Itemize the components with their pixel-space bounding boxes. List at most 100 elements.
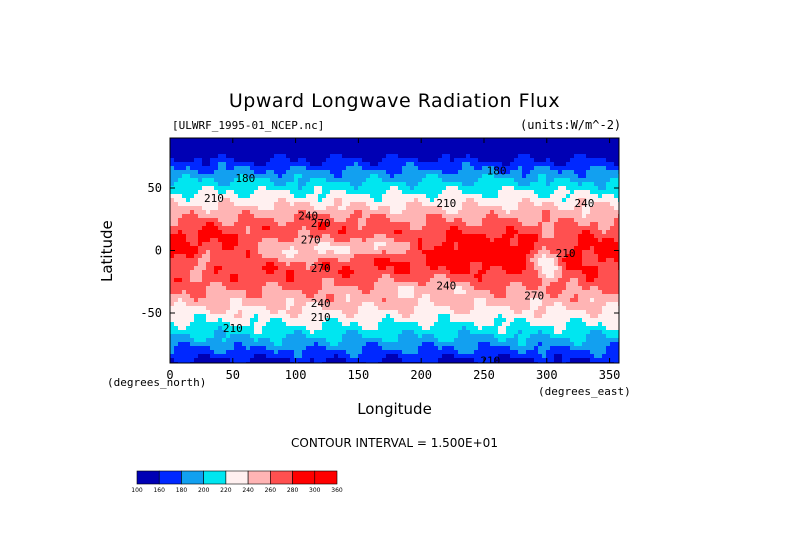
heatmap-cell-801 [210, 166, 214, 170]
heatmap-cell-3953 [614, 274, 618, 278]
heatmap-cell-3755 [274, 270, 278, 274]
heatmap-cell-1942 [254, 206, 258, 210]
heatmap-cell-2990 [378, 242, 382, 246]
heatmap-cell-3347 [450, 254, 454, 258]
heatmap-cell-3253 [526, 250, 530, 254]
heatmap-cell-2311 [374, 218, 378, 222]
heatmap-cell-1908 [570, 202, 574, 206]
heatmap-cell-2384 [214, 222, 218, 226]
heatmap-cell-2925 [570, 238, 574, 242]
heatmap-cell-3493 [582, 258, 586, 262]
heatmap-cell-519 [438, 154, 442, 158]
heatmap-cell-2897 [458, 238, 462, 242]
heatmap-cell-3078 [278, 246, 282, 250]
heatmap-cell-4758 [218, 306, 222, 310]
heatmap-cell-4611 [534, 298, 538, 302]
heatmap-cell-1489 [250, 190, 254, 194]
heatmap-cell-665 [570, 158, 574, 162]
heatmap-cell-4613 [542, 298, 546, 302]
heatmap-cell-3222 [402, 250, 406, 254]
heatmap-cell-4915 [394, 310, 398, 314]
heatmap-cell-1125 [602, 174, 606, 178]
heatmap-cell-1883 [470, 202, 474, 206]
heatmap-cell-4825 [486, 306, 490, 310]
heatmap-cell-1412 [394, 186, 398, 190]
heatmap-cell-791 [170, 166, 174, 170]
heatmap-cell-1815 [198, 202, 202, 206]
heatmap-cell-1985 [426, 206, 430, 210]
heatmap-cell-4429 [258, 294, 262, 298]
heatmap-cell-3358 [494, 254, 498, 258]
heatmap-cell-3546 [342, 262, 346, 266]
heatmap-cell-4173 [590, 282, 594, 286]
heatmap-cell-3277 [170, 254, 174, 258]
heatmap-cell-2604 [190, 230, 194, 234]
heatmap-cell-3677 [414, 266, 418, 270]
heatmap-cell-822 [294, 166, 298, 170]
heatmap-cell-4460 [382, 294, 386, 298]
heatmap-cell-2605 [194, 230, 198, 234]
heatmap-cell-2913 [522, 238, 526, 242]
heatmap-cell-1710 [230, 198, 234, 202]
heatmap-cell-1833 [270, 202, 274, 206]
heatmap-cell-1297 [386, 182, 390, 186]
heatmap-cell-3635 [246, 266, 250, 270]
heatmap-cell-1127 [610, 174, 614, 178]
heatmap-cell-4866 [198, 310, 202, 314]
heatmap-cell-2075 [334, 210, 338, 214]
heatmap-cell-1943 [258, 206, 262, 210]
heatmap-cell-516 [426, 154, 430, 158]
heatmap-cell-2981 [342, 242, 346, 246]
heatmap-cell-3742 [222, 270, 226, 274]
heatmap-cell-3191 [278, 250, 282, 254]
heatmap-cell-329 [582, 146, 586, 150]
heatmap-cell-6 [194, 138, 198, 142]
heatmap-cell-4901 [338, 310, 342, 314]
heatmap-cell-278 [378, 146, 382, 150]
heatmap-cell-3739 [210, 270, 214, 274]
heatmap-cell-4462 [390, 294, 394, 298]
heatmap-cell-2406 [302, 222, 306, 226]
heatmap-cell-622 [398, 158, 402, 162]
heatmap-cell-563 [614, 154, 618, 158]
heatmap-cell-1514 [350, 190, 354, 194]
heatmap-cell-3370 [542, 254, 546, 258]
heatmap-cell-4610 [530, 298, 534, 302]
heatmap-cell-4737 [586, 302, 590, 306]
heatmap-cell-2450 [478, 222, 482, 226]
heatmap-cell-4069 [174, 282, 178, 286]
heatmap-cell-4221 [330, 286, 334, 290]
heatmap-cell-2906 [494, 238, 498, 242]
heatmap-cell-438 [566, 150, 570, 154]
heatmap-cell-39 [326, 138, 330, 142]
heatmap-cell-2262 [178, 218, 182, 222]
heatmap-cell-4520 [170, 298, 174, 302]
heatmap-cell-1619 [318, 194, 322, 198]
heatmap-cell-739 [414, 162, 418, 166]
heatmap-cell-4543 [262, 298, 266, 302]
heatmap-cell-109 [606, 138, 610, 142]
heatmap-cell-3673 [398, 266, 402, 270]
heatmap-cell-1133 [182, 178, 186, 182]
heatmap-cell-1539 [450, 190, 454, 194]
heatmap-cell-124 [214, 142, 218, 146]
heatmap-cell-4618 [562, 298, 566, 302]
heatmap-cell-1571 [578, 190, 582, 194]
heatmap-cell-842 [374, 166, 378, 170]
heatmap-cell-246 [250, 146, 254, 150]
heatmap-cell-193 [490, 142, 494, 146]
heatmap-cell-957 [382, 170, 386, 174]
heatmap-cell-2663 [426, 230, 430, 234]
heatmap-cell-3185 [254, 250, 258, 254]
heatmap-cell-2268 [202, 218, 206, 222]
heatmap-cell-3515 [218, 262, 222, 266]
heatmap-cell-589 [266, 158, 270, 162]
heatmap-cell-2083 [366, 210, 370, 214]
heatmap-cell-1057 [330, 174, 334, 178]
heatmap-cell-4736 [582, 302, 586, 306]
heatmap-cell-2074 [330, 210, 334, 214]
heatmap-cell-1917 [606, 202, 610, 206]
heatmap-cell-378 [326, 150, 330, 154]
heatmap-cell-4068 [170, 282, 174, 286]
heatmap-cell-3945 [582, 274, 586, 278]
